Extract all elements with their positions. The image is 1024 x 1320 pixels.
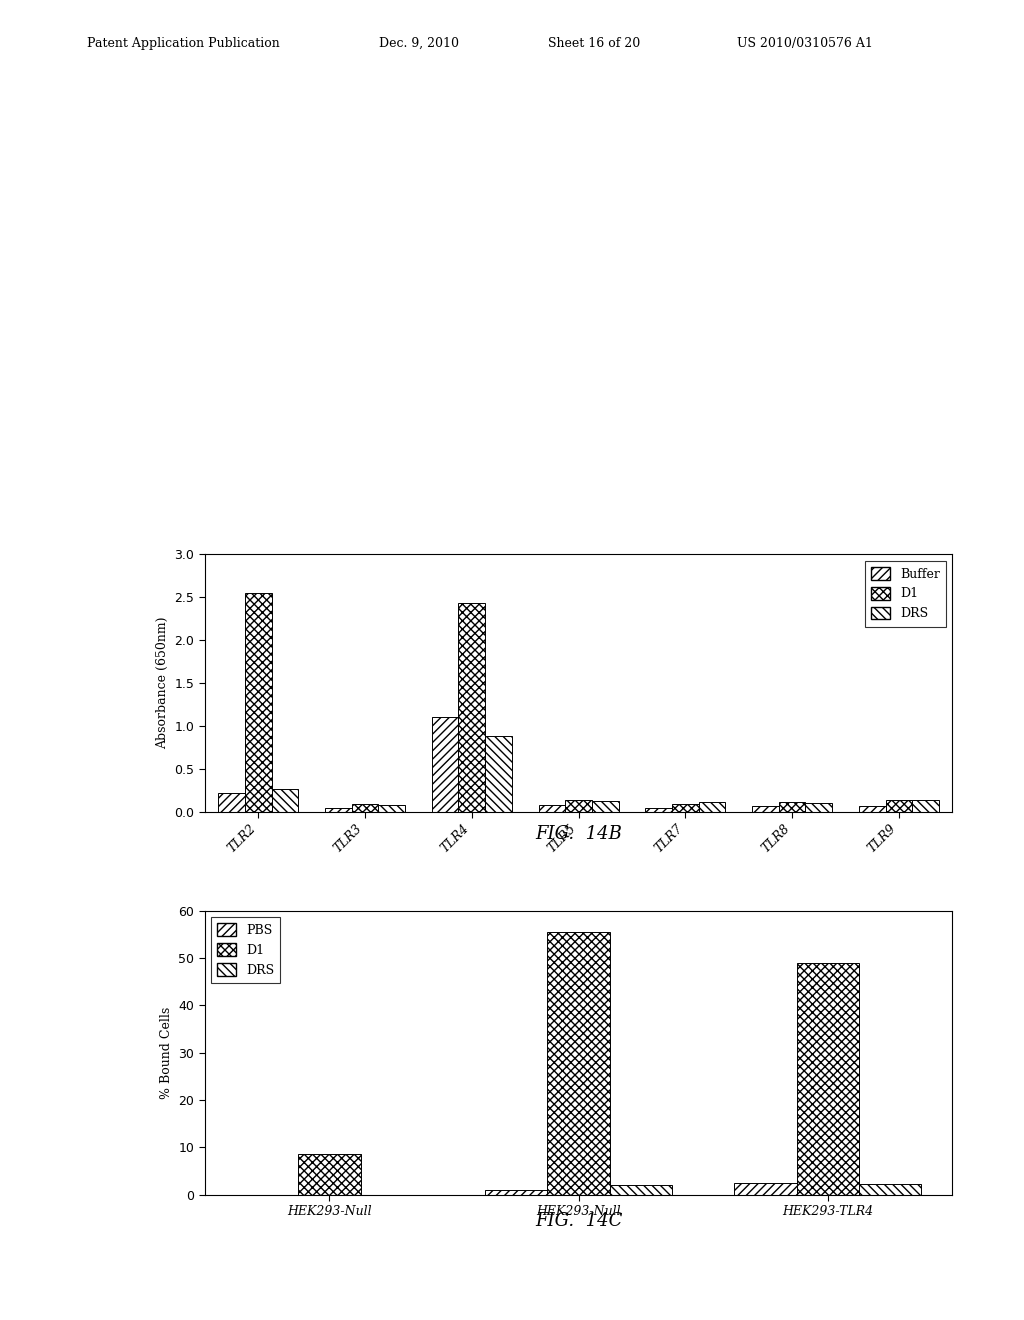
Bar <box>752 805 779 812</box>
Bar <box>592 801 618 812</box>
Bar <box>459 603 485 812</box>
Bar <box>672 804 698 812</box>
Bar <box>912 800 939 812</box>
Bar <box>432 718 459 812</box>
Bar <box>734 1183 797 1195</box>
Bar <box>245 593 271 812</box>
Bar <box>351 804 378 812</box>
Y-axis label: Absorbance (650nm): Absorbance (650nm) <box>156 616 169 750</box>
Text: FIG.  14C: FIG. 14C <box>535 1212 623 1230</box>
Bar <box>298 1155 360 1195</box>
Bar <box>859 1184 922 1195</box>
Bar <box>485 737 512 812</box>
Bar <box>698 803 725 812</box>
Text: Dec. 9, 2010: Dec. 9, 2010 <box>379 37 459 50</box>
Bar <box>271 788 298 812</box>
Text: Patent Application Publication: Patent Application Publication <box>87 37 280 50</box>
Bar <box>378 805 406 812</box>
Bar <box>859 805 886 812</box>
Text: Sheet 16 of 20: Sheet 16 of 20 <box>548 37 640 50</box>
Y-axis label: % Bound Cells: % Bound Cells <box>160 1007 173 1098</box>
Bar <box>779 803 806 812</box>
Bar <box>218 793 245 812</box>
Legend: Buffer, D1, DRS: Buffer, D1, DRS <box>865 561 946 627</box>
Bar <box>565 800 592 812</box>
Bar <box>806 803 833 812</box>
Bar <box>645 808 672 812</box>
Bar <box>886 800 912 812</box>
Bar <box>485 1189 548 1195</box>
Bar <box>325 808 351 812</box>
Text: US 2010/0310576 A1: US 2010/0310576 A1 <box>737 37 873 50</box>
Text: FIG.  14B: FIG. 14B <box>536 825 622 843</box>
Bar <box>797 962 859 1195</box>
Bar <box>548 932 609 1195</box>
Bar <box>539 805 565 812</box>
Legend: PBS, D1, DRS: PBS, D1, DRS <box>211 917 281 983</box>
Bar <box>609 1185 672 1195</box>
